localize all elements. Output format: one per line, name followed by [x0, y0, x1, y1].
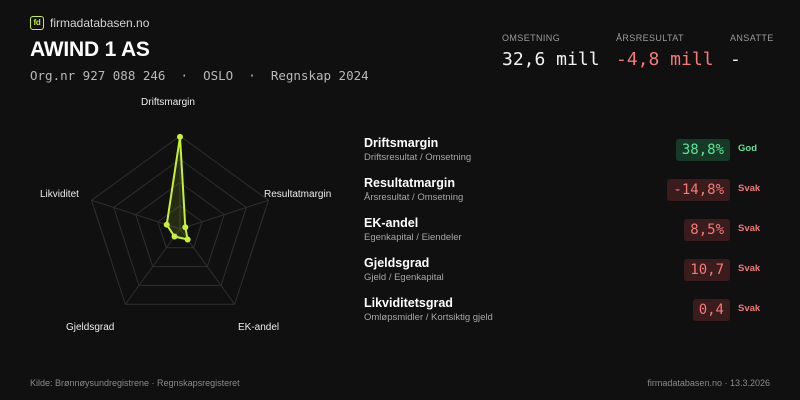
radar-label-resultatmargin: Resultatmargin	[264, 189, 331, 200]
radar-grid-ring-2	[135, 181, 225, 268]
kpi-employees-value: -	[730, 49, 741, 70]
radar-value-polygon	[165, 135, 189, 241]
radar-label-likviditet: Likviditet	[40, 189, 79, 200]
metric-value: -14,8%	[667, 179, 730, 201]
brand[interactable]: fd firmadatabasen.no	[30, 16, 149, 30]
radar-label-ek-andel: EK-andel	[238, 322, 279, 333]
metric-description: Gjeld / Egenkapital	[364, 272, 444, 283]
radar-label-gjeldsgrad: Gjeldsgrad	[66, 322, 114, 333]
kpi-annual-result: ÅRSRESULTAT -4,8 mill	[616, 33, 714, 70]
metric-row-ek-andel: EK-andel Egenkapital / Eiendeler 8,5% Sv…	[364, 216, 774, 256]
metric-value: 10,7	[684, 259, 730, 281]
brand-logo-icon: fd	[30, 16, 44, 30]
metric-description: Årsresultat / Omsetning	[364, 192, 464, 203]
company-name: AWIND 1 AS	[30, 38, 150, 61]
metric-status-badge: God	[738, 143, 757, 154]
kpi-annual-result-label: ÅRSRESULTAT	[616, 33, 684, 43]
radar-point-resultatmargin	[182, 224, 189, 231]
metric-name: Driftsmargin	[364, 136, 439, 150]
metric-value: 8,5%	[684, 219, 730, 241]
metric-name: Gjeldsgrad	[364, 256, 430, 270]
metric-value: 38,8%	[675, 139, 730, 161]
radar-point-ek-andel	[184, 236, 191, 243]
radar-grid-ring-3	[113, 158, 247, 286]
kpi-annual-result-value: -4,8 mill	[616, 49, 714, 70]
kpi-employees-label: ANSATTE	[730, 33, 774, 43]
metrics-list: Driftsmargin Driftsresultat / Omsetning …	[364, 136, 774, 336]
kpi-employees: ANSATTE -	[730, 33, 774, 70]
metric-name: Resultatmargin	[364, 176, 455, 190]
metric-status-badge: Svak	[738, 263, 761, 274]
radar-label-driftsmargin: Driftsmargin	[141, 97, 195, 108]
metric-description: Omløpsmidler / Kortsiktig gjeld	[364, 312, 493, 323]
kpi-revenue-label: OMSETNING	[502, 33, 561, 43]
metric-value: 0,4	[692, 299, 730, 321]
metric-name: Likviditetsgrad	[364, 296, 453, 310]
radar-grid-ring-1	[157, 205, 203, 249]
company-subline: Org.nr 927 088 246 · OSLO · Regnskap 202…	[30, 68, 369, 83]
radar-chart: Driftsmargin Resultatmargin EK-andel Gje…	[40, 97, 331, 333]
radar-point-gjeldsgrad	[171, 233, 178, 240]
footer-site[interactable]: firmadatabasen.no · 13.3.2026	[647, 378, 770, 388]
radar-axis-line	[179, 199, 269, 230]
kpi-revenue-value: 32,6 mill	[502, 49, 600, 70]
kpi-revenue: OMSETNING 32,6 mill	[502, 33, 600, 70]
radar-axis-line	[124, 228, 181, 305]
metric-row-resultatmargin: Resultatmargin Årsresultat / Omsetning -…	[364, 176, 774, 216]
radar-grid	[90, 135, 270, 305]
radar-shape	[163, 133, 191, 243]
radar-point-likviditet	[163, 221, 170, 228]
metric-description: Driftsresultat / Omsetning	[364, 152, 472, 163]
footer-source: Kilde: Brønnøysundregistrene · Regnskaps…	[30, 378, 240, 388]
metric-row-driftsmargin: Driftsmargin Driftsresultat / Omsetning …	[364, 136, 774, 176]
metric-status-badge: Svak	[738, 183, 761, 194]
metric-status-badge: Svak	[738, 223, 761, 234]
metric-row-gjeldsgrad: Gjeldsgrad Gjeld / Egenkapital 10,7 Svak	[364, 256, 774, 296]
radar-grid-ring-4	[90, 135, 270, 305]
metric-row-likviditetsgrad: Likviditetsgrad Omløpsmidler / Kortsikti…	[364, 296, 774, 336]
metric-description: Egenkapital / Eiendeler	[364, 232, 462, 243]
brand-name: firmadatabasen.no	[50, 16, 150, 30]
radar-point-driftsmargin	[177, 133, 183, 140]
metric-status-badge: Svak	[738, 303, 761, 314]
metric-name: EK-andel	[364, 216, 419, 230]
